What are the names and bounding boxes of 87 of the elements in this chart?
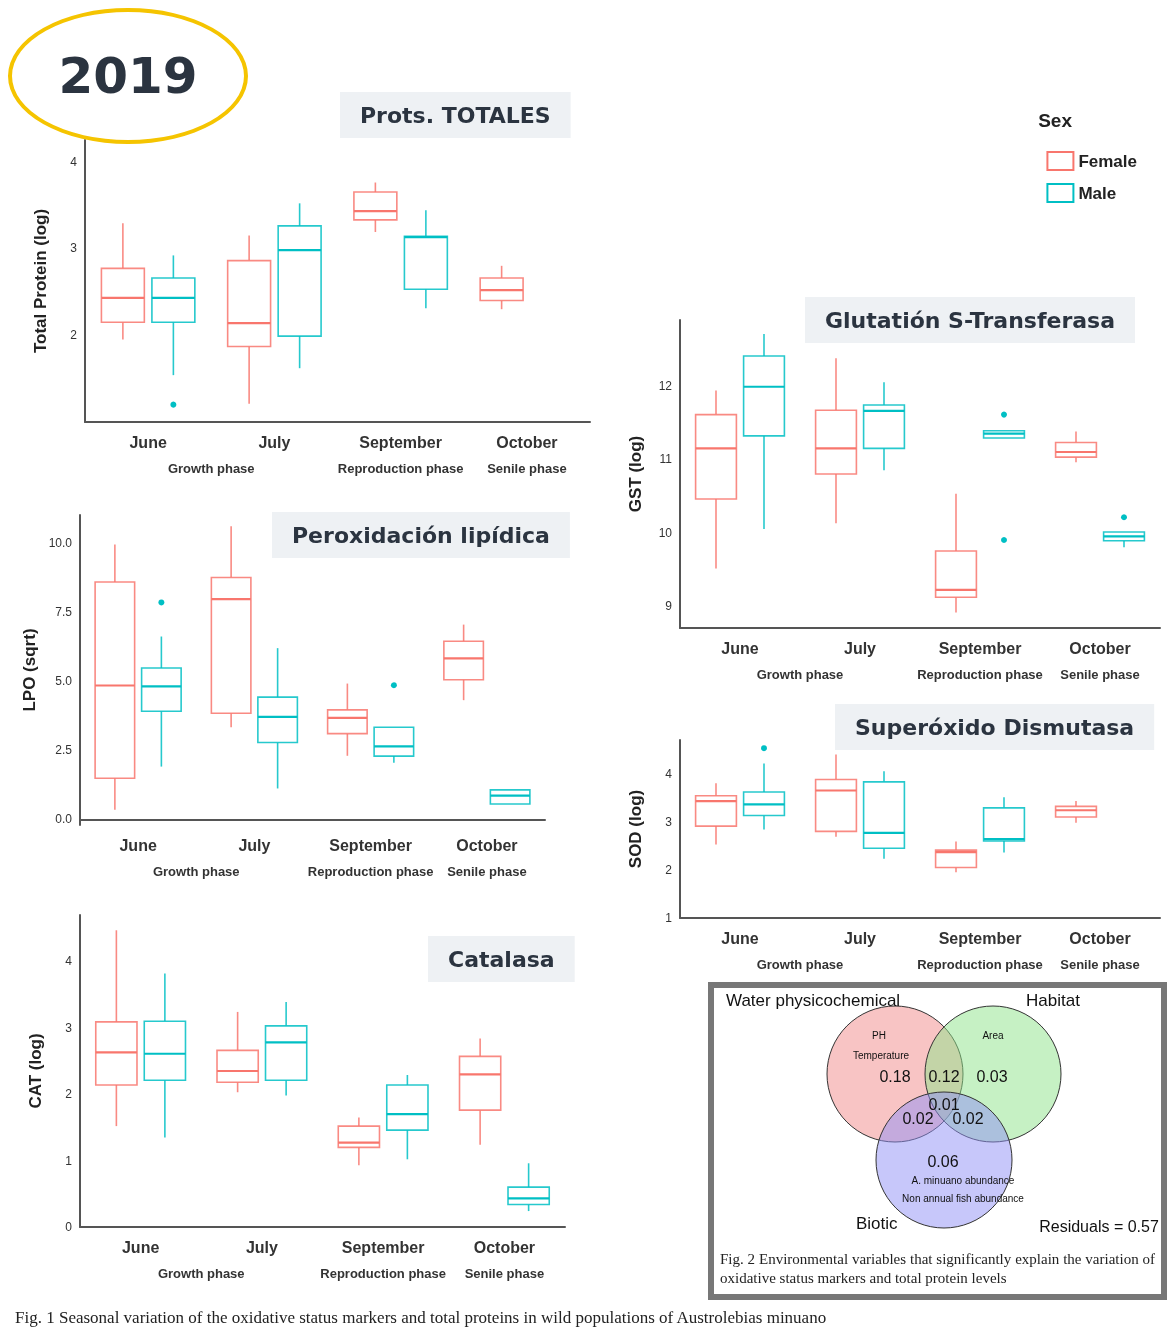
text: 0.02 (952, 1110, 984, 1128)
text: Growth phase (756, 666, 844, 682)
caption: Fig. 2 Environmental variables that significantly explain the variation of oxidative status markers and total protein levels (720, 1250, 1155, 1288)
legend-title: Sex (1038, 110, 1073, 131)
y-tick-label: 2.5 (55, 743, 73, 758)
text: Non annual fish abundance (902, 1192, 1025, 1204)
x-tick-label: September (341, 1238, 425, 1256)
x-tick-label: June (721, 929, 759, 947)
text: Area (982, 1029, 1004, 1041)
text: Growth phase (157, 1265, 245, 1281)
y-axis-title: LPO (sqrt) (19, 628, 39, 712)
y-tick-label: 3 (70, 241, 78, 256)
text: Residuals = 0.57 (1039, 1218, 1159, 1236)
y-tick-label: 9 (665, 599, 673, 613)
chart-title: Prots. TOTALES (360, 102, 551, 128)
legend-label: Female (1078, 151, 1138, 171)
y-tick-label: 1 (65, 1153, 73, 1168)
text: A. minuano abundance (911, 1174, 1015, 1186)
text: PH (872, 1029, 886, 1041)
x-tick-label: June (119, 836, 157, 854)
y-tick-label: 4 (665, 766, 673, 781)
x-tick-label: July (843, 639, 877, 657)
x-tick-label: July (258, 433, 291, 451)
y-tick-label: 11 (659, 452, 673, 467)
text: Reproduction phase (320, 1265, 446, 1281)
x-tick-label: October (473, 1238, 536, 1256)
x-tick-label: October (496, 433, 558, 451)
chart-title: Peroxidación lipídica (292, 522, 550, 548)
text: Reproduction phase (917, 956, 1043, 972)
text: 0.02 (902, 1110, 934, 1128)
text: Growth phase (756, 956, 844, 972)
text: Growth phase (152, 863, 240, 879)
x-tick-label: October (1069, 639, 1131, 657)
y-axis-title: CAT (log) (26, 1033, 45, 1109)
text: Senile phase (487, 460, 567, 476)
y-tick-label: 3 (665, 814, 673, 829)
x-tick-label: June (721, 639, 759, 657)
x-tick-label: October (1069, 929, 1131, 947)
text: 0.03 (976, 1068, 1008, 1086)
caption: Fig. 1 Seasonal variation of the oxidative status markers and total proteins in wild populations of Austrolebias minuano (15, 1308, 827, 1328)
x-tick-label: June (129, 433, 167, 451)
x-tick-label: September (359, 433, 442, 451)
y-tick-label: 4 (70, 154, 78, 169)
text: Catalasa (448, 946, 555, 972)
y-axis-title: SOD (log) (626, 789, 645, 869)
text: Senile phase (464, 1265, 545, 1281)
legend-label: Male (1078, 183, 1117, 203)
y-tick-label: 5.0 (55, 674, 73, 689)
text: Reproduction phase (307, 863, 434, 879)
chart-title: Glutatión S-Transferasa (825, 307, 1116, 333)
text: 2019 (8, 8, 248, 144)
text: 0.18 (879, 1068, 911, 1086)
y-tick-label: 2 (70, 328, 78, 343)
text: Growth phase (167, 460, 255, 476)
text: 0.06 (927, 1153, 959, 1171)
text: Senile phase (1060, 666, 1140, 682)
y-tick-label: 2 (65, 1087, 73, 1102)
x-tick-label: July (245, 1238, 278, 1256)
x-tick-label: June (121, 1238, 160, 1256)
y-tick-label: 0 (65, 1220, 73, 1234)
x-tick-label: July (843, 929, 877, 947)
text: Temperature (852, 1049, 910, 1061)
text: Senile phase (1060, 956, 1140, 972)
y-tick-label: 10.0 (48, 535, 73, 550)
chart-title: Superóxido Dismutasa (855, 714, 1135, 740)
y-tick-label: 3 (65, 1020, 73, 1035)
y-tick-label: 1 (665, 911, 673, 925)
y-tick-label: 12 (658, 379, 673, 393)
y-tick-label: 2 (665, 862, 673, 877)
y-tick-label: 7.5 (55, 604, 73, 619)
x-tick-label: July (238, 836, 271, 854)
text: Habitat (1026, 991, 1081, 1011)
x-tick-label: September (938, 929, 1022, 947)
text: Biotic (856, 1214, 899, 1234)
y-tick-label: 4 (65, 954, 73, 969)
x-tick-label: October (456, 836, 518, 854)
text: 0.12 (928, 1068, 960, 1086)
text: Reproduction phase (337, 460, 464, 476)
text: Senile phase (447, 863, 527, 879)
x-tick-label: September (329, 836, 412, 854)
y-tick-label: 10 (658, 525, 673, 540)
x-tick-label: September (938, 639, 1022, 657)
y-axis-title: GST (log) (626, 435, 645, 513)
y-axis-title: Total Protein (log) (31, 208, 50, 354)
text: Water physicochemical (726, 991, 901, 1011)
y-tick-label: 0.0 (55, 812, 73, 827)
text: Reproduction phase (917, 666, 1043, 682)
